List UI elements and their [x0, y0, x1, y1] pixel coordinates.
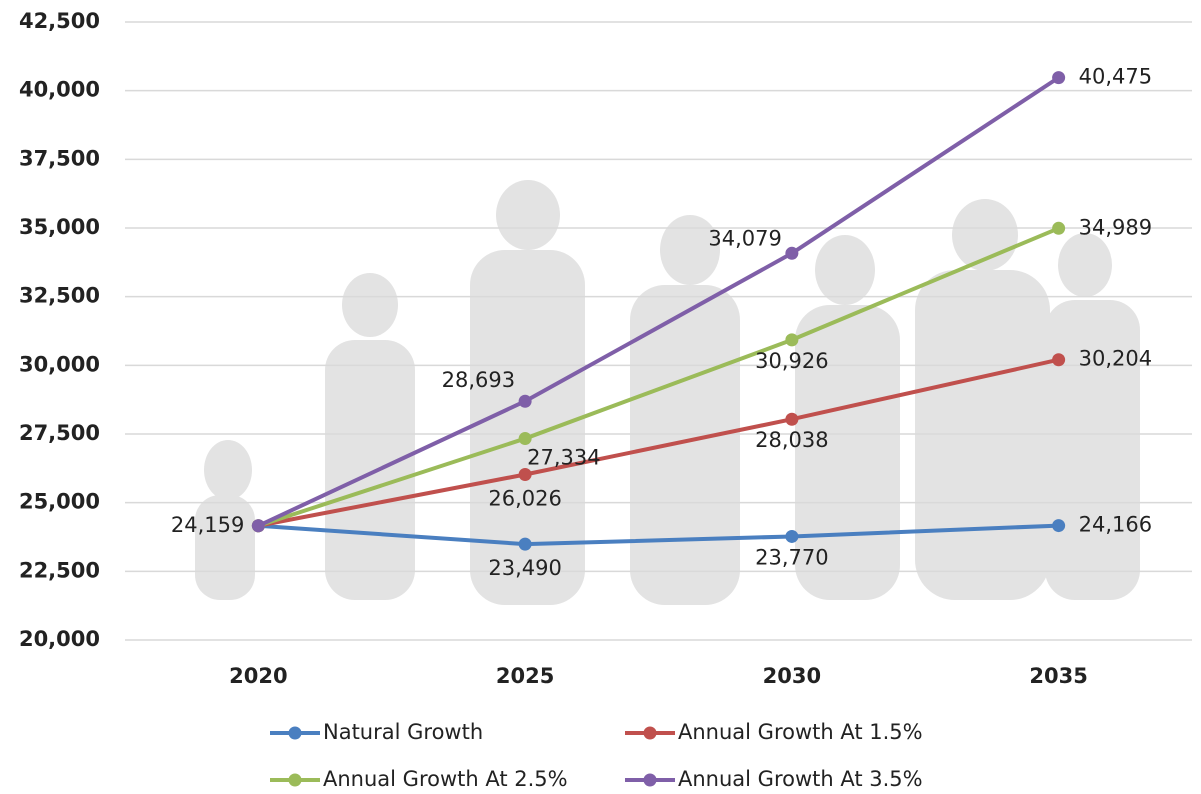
data-point — [1052, 71, 1066, 85]
y-tick-label: 42,500 — [19, 9, 100, 33]
legend-marker — [643, 726, 657, 740]
y-tick-label: 37,500 — [19, 146, 100, 170]
data-point — [785, 333, 799, 347]
data-point — [785, 412, 799, 426]
x-tick-label: 2020 — [229, 664, 287, 688]
y-tick-label: 40,000 — [19, 78, 100, 102]
data-point — [518, 394, 532, 408]
data-point — [785, 529, 799, 543]
legend-label: Natural Growth — [323, 720, 483, 744]
data-point — [1052, 221, 1066, 235]
data-point — [518, 537, 532, 551]
x-tick-label: 2025 — [496, 664, 554, 688]
data-label: 40,475 — [1079, 65, 1152, 89]
data-label: 23,490 — [488, 556, 561, 580]
data-point — [1052, 519, 1066, 533]
data-label: 30,204 — [1079, 347, 1152, 371]
legend-label: Annual Growth At 2.5% — [323, 767, 568, 791]
series-line — [257, 357, 1060, 528]
x-tick-label: 2030 — [763, 664, 821, 688]
data-label: 30,926 — [755, 349, 828, 373]
series-line — [257, 75, 1060, 528]
legend-label: Annual Growth At 3.5% — [678, 767, 923, 791]
data-label: 24,159 — [171, 513, 244, 537]
legend-marker — [288, 773, 302, 787]
legend-label: Annual Growth At 1.5% — [678, 720, 923, 744]
series-line — [257, 226, 1060, 528]
data-label: 34,989 — [1079, 215, 1152, 239]
data-label: 23,770 — [755, 545, 828, 569]
y-tick-label: 22,500 — [19, 558, 100, 582]
data-label: 27,334 — [527, 446, 600, 470]
y-tick-label: 32,500 — [19, 284, 100, 308]
data-point — [518, 467, 532, 481]
y-tick-label: 25,000 — [19, 490, 100, 514]
legend-marker — [643, 773, 657, 787]
x-tick-label: 2035 — [1029, 664, 1087, 688]
series-line — [258, 523, 1059, 547]
data-label: 26,026 — [488, 486, 561, 510]
data-label: 24,166 — [1079, 513, 1152, 537]
data-point — [1052, 353, 1066, 367]
data-label: 34,079 — [708, 226, 781, 250]
y-tick-label: 20,000 — [19, 627, 100, 651]
legend-marker — [288, 726, 302, 740]
y-tick-label: 27,500 — [19, 421, 100, 445]
data-point — [785, 246, 799, 260]
data-point — [518, 432, 532, 446]
data-label: 28,038 — [755, 428, 828, 452]
y-tick-label: 35,000 — [19, 215, 100, 239]
data-point — [251, 519, 265, 533]
y-tick-label: 30,000 — [19, 352, 100, 376]
data-label: 28,693 — [442, 368, 515, 392]
